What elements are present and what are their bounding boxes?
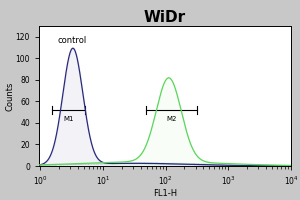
Title: WiDr: WiDr <box>144 10 186 25</box>
Text: M2: M2 <box>166 116 176 122</box>
Text: control: control <box>58 36 87 45</box>
X-axis label: FL1-H: FL1-H <box>153 189 177 198</box>
Y-axis label: Counts: Counts <box>5 81 14 111</box>
Text: M1: M1 <box>63 116 74 122</box>
